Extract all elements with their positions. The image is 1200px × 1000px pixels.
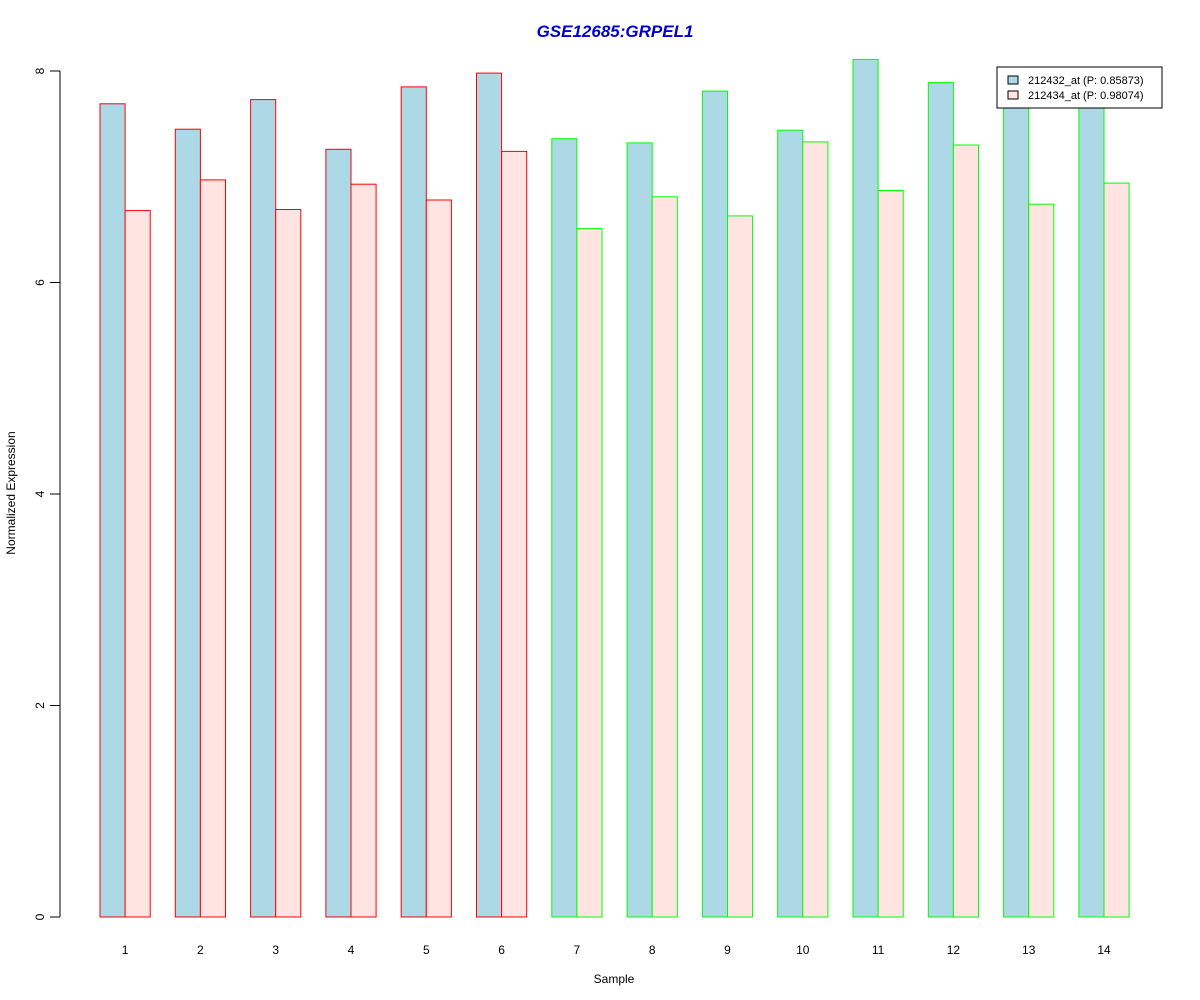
bar-6-series-2: [501, 150, 528, 918]
bar-2-series-2: [199, 179, 226, 918]
legend-entry: 212434_at (P: 0.98074): [1028, 90, 1144, 102]
bar-14-series-2: [1103, 182, 1130, 918]
x-tick-label: 6: [498, 943, 505, 957]
bar-4-series-2: [350, 183, 377, 918]
x-tick-label: 3: [272, 943, 279, 957]
bar-9-series-2: [727, 215, 754, 918]
x-tick-label: 5: [423, 943, 430, 957]
bar-14-series-1: [1078, 105, 1105, 918]
y-tick-label: 4: [33, 490, 47, 497]
legend-entry: 212432_at (P: 0.85873): [1028, 75, 1144, 87]
legend-box: [996, 66, 1163, 109]
x-tick-label: 13: [1022, 943, 1036, 957]
bar-7-series-2: [576, 228, 603, 918]
bar-12-series-1: [927, 82, 954, 918]
x-tick-label: 1: [122, 943, 129, 957]
x-tick-label: 10: [796, 943, 810, 957]
bar-3-series-1: [250, 99, 277, 918]
legend-swatch: [1007, 75, 1019, 85]
bar-9-series-1: [701, 90, 729, 918]
bar-13-series-1: [1003, 105, 1030, 918]
bar-6-series-1: [476, 72, 503, 918]
x-tick-label: 12: [947, 943, 961, 957]
y-tick-label: 6: [33, 279, 47, 286]
x-tick-label: 8: [649, 943, 656, 957]
bar-8-series-1: [626, 142, 653, 918]
bar-12-series-2: [952, 144, 980, 918]
y-axis: 0 2 4 6 8: [33, 67, 61, 920]
x-axis: 1 2 3 4 5 6 7 8 9 10 11 12 13 14: [122, 943, 1111, 957]
bar-10-series-1: [777, 129, 804, 918]
bar-7-series-1: [551, 138, 578, 918]
x-tick-label: 7: [574, 943, 581, 957]
bar-1-series-2: [124, 210, 151, 918]
legend: 212432_at (P: 0.85873) 212434_at (P: 0.98…: [996, 66, 1163, 109]
bar-5-series-2: [425, 199, 452, 918]
bar-11-series-2: [877, 190, 904, 918]
chart-title: GSE12685:GRPEL1: [537, 22, 694, 41]
y-tick-label: 2: [33, 702, 47, 709]
bar-2-series-1: [174, 128, 201, 918]
y-tick-label: 0: [33, 913, 47, 920]
x-tick-label: 4: [348, 943, 355, 957]
bar-11-series-1: [852, 58, 879, 918]
legend-swatch: [1007, 90, 1019, 100]
y-tick-label: 8: [33, 67, 47, 74]
y-axis-label: Normalized Expression: [4, 431, 18, 554]
x-tick-label: 14: [1097, 943, 1111, 957]
bar-5-series-1: [400, 86, 427, 918]
bar-4-series-1: [325, 148, 352, 918]
bar-10-series-2: [802, 141, 829, 918]
bar-13-series-2: [1028, 203, 1055, 918]
x-tick-label: 2: [197, 943, 204, 957]
bar-8-series-2: [651, 196, 678, 918]
x-tick-label: 11: [872, 943, 885, 957]
bar-3-series-2: [275, 209, 302, 918]
bar-1-series-1: [99, 103, 126, 918]
x-tick-label: 9: [724, 943, 731, 957]
bars-group: [99, 58, 1130, 918]
x-axis-label: Sample: [594, 972, 635, 986]
